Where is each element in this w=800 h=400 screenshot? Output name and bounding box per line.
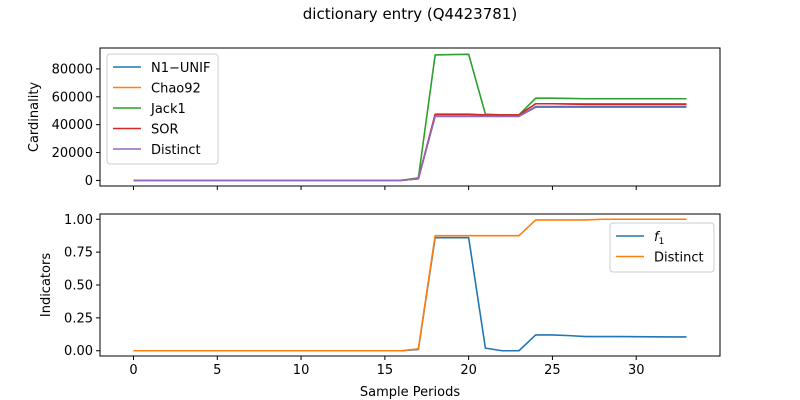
cardinality-legend: N1−UNIF Chao92 Jack1 SOR Distinct <box>106 53 219 165</box>
indicators-series <box>133 218 687 352</box>
indicators-y-ticks: 0.00 0.25 0.50 0.75 1.00 <box>64 213 100 359</box>
legend-label: Jack1 <box>150 102 186 117</box>
cardinality-panel: 0 20000 40000 60000 80000 Cardinality N1−UNI… <box>27 47 721 190</box>
indicators-panel: 0 5 10 15 20 25 30 0.00 0.25 0.50 0.75 1.00 Indica… <box>39 213 721 400</box>
legend-label: SOR <box>151 123 179 138</box>
y-tick-label: 0 <box>85 174 93 189</box>
cardinality-series <box>133 53 687 182</box>
cardinality-axes-frame <box>99 47 721 187</box>
x-tick-label: 30 <box>628 363 645 378</box>
y-tick-label: 0.25 <box>64 311 93 326</box>
x-tick-label: 25 <box>544 363 561 378</box>
cardinality-y-ticks: 0 20000 40000 60000 80000 <box>52 62 100 189</box>
y-tick-label: 1.00 <box>64 213 93 228</box>
indicators-y-label: Indicators <box>39 253 54 317</box>
indicators-x-ticks: 0 5 10 15 20 25 30 <box>129 356 644 378</box>
legend-box <box>106 53 219 165</box>
legend-label: f1 <box>654 230 664 247</box>
y-tick-label: 60000 <box>52 90 93 105</box>
x-tick-label: 5 <box>213 363 221 378</box>
y-tick-label: 80000 <box>52 62 93 77</box>
legend-label: Distinct <box>654 251 704 266</box>
x-tick-label: 10 <box>293 363 310 378</box>
series-line-0 <box>133 236 687 352</box>
figure-title: dictionary entry (Q4423781) <box>303 5 517 23</box>
x-tick-label: 20 <box>460 363 477 378</box>
cardinality-x-ticks <box>133 186 637 190</box>
y-tick-label: 20000 <box>52 146 93 161</box>
y-tick-label: 0.50 <box>64 279 93 294</box>
y-tick-label: 0.00 <box>64 344 93 359</box>
cardinality-y-label: Cardinality <box>27 82 42 153</box>
x-tick-label: 15 <box>377 363 394 378</box>
y-tick-label: 0.75 <box>64 246 93 261</box>
series-line-1 <box>133 218 687 352</box>
x-tick-label: 0 <box>129 363 137 378</box>
legend-label: N1−UNIF <box>151 61 210 76</box>
y-tick-label: 40000 <box>52 118 93 133</box>
legend-label: Distinct <box>151 143 201 158</box>
indicators-legend: f1 Distinct <box>609 222 715 273</box>
legend-label: Chao92 <box>151 82 201 97</box>
series-line-4 <box>133 106 687 182</box>
x-axis-label: Sample Periods <box>360 385 460 400</box>
